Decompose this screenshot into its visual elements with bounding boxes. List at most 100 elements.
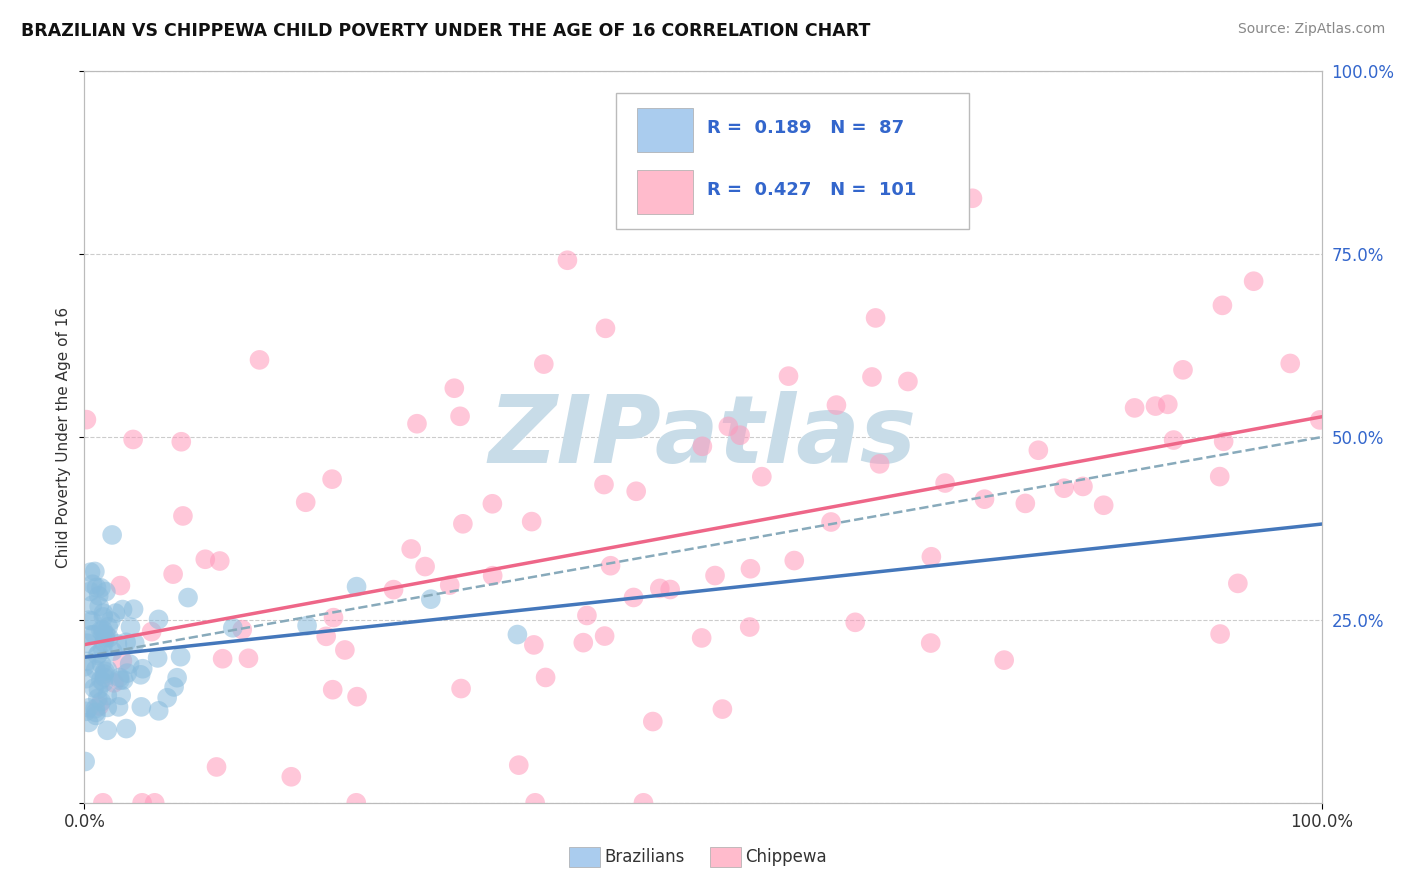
Chippewa	[321, 472, 343, 486]
Brazilians	[104, 606, 127, 620]
Brazilians	[94, 631, 117, 645]
Brazilians	[108, 673, 131, 688]
Chippewa	[1212, 434, 1234, 449]
Chippewa	[172, 508, 194, 523]
Chippewa	[523, 638, 546, 652]
Chippewa	[1014, 496, 1036, 510]
Chippewa	[439, 578, 461, 592]
Chippewa	[778, 369, 800, 384]
Chippewa	[897, 375, 920, 389]
Brazilians	[91, 642, 114, 657]
Brazilians	[75, 704, 97, 718]
Chippewa	[717, 419, 740, 434]
Chippewa	[1144, 399, 1167, 413]
Chippewa	[520, 515, 543, 529]
Chippewa	[648, 582, 671, 596]
Chippewa	[75, 412, 97, 426]
Brazilians	[82, 577, 104, 591]
Chippewa	[751, 469, 773, 483]
Chippewa	[443, 381, 465, 395]
Brazilians	[118, 657, 141, 671]
Brazilians	[80, 628, 103, 642]
Brazilians	[419, 592, 441, 607]
Chippewa	[508, 758, 530, 772]
Brazilians	[112, 673, 135, 687]
Brazilians	[84, 708, 107, 723]
Chippewa	[294, 495, 316, 509]
Brazilians	[115, 722, 138, 736]
Brazilians	[86, 581, 108, 595]
Chippewa	[382, 582, 405, 597]
Brazilians	[93, 606, 115, 620]
Chippewa	[1209, 469, 1232, 483]
Chippewa	[593, 629, 616, 643]
Brazilians	[84, 706, 107, 720]
Chippewa	[170, 434, 193, 449]
Chippewa	[1053, 481, 1076, 495]
Chippewa	[934, 475, 956, 490]
Chippewa	[865, 310, 887, 325]
Chippewa	[595, 321, 617, 335]
Brazilians	[117, 666, 139, 681]
Chippewa	[1071, 479, 1094, 493]
Brazilians	[77, 613, 100, 627]
Brazilians	[295, 618, 318, 632]
Brazilians	[89, 599, 111, 614]
Brazilians	[177, 591, 200, 605]
Brazilians	[77, 701, 100, 715]
Chippewa	[524, 796, 547, 810]
Brazilians	[101, 528, 124, 542]
Chippewa	[534, 670, 557, 684]
Text: ZIPatlas: ZIPatlas	[489, 391, 917, 483]
Chippewa	[346, 690, 368, 704]
Chippewa	[962, 191, 984, 205]
Brazilians	[156, 690, 179, 705]
Brazilians	[94, 628, 117, 642]
Chippewa	[869, 457, 891, 471]
Chippewa	[690, 631, 713, 645]
Brazilians	[76, 636, 98, 650]
Chippewa	[141, 624, 163, 639]
Brazilians	[131, 699, 153, 714]
Brazilians	[73, 659, 96, 673]
Chippewa	[238, 651, 260, 665]
Brazilians	[77, 715, 100, 730]
Chippewa	[1226, 576, 1249, 591]
Brazilians	[86, 648, 108, 663]
Chippewa	[322, 610, 344, 624]
Brazilians	[93, 610, 115, 624]
Brazilians	[122, 602, 145, 616]
Bar	[637, 108, 693, 152]
Brazilians	[83, 681, 105, 695]
Brazilians	[96, 689, 118, 703]
Text: Source: ZipAtlas.com: Source: ZipAtlas.com	[1237, 22, 1385, 37]
Chippewa	[1279, 356, 1302, 370]
Chippewa	[599, 558, 621, 573]
Chippewa	[344, 796, 367, 810]
Chippewa	[249, 352, 271, 367]
Text: BRAZILIAN VS CHIPPEWA CHILD POVERTY UNDER THE AGE OF 16 CORRELATION CHART: BRAZILIAN VS CHIPPEWA CHILD POVERTY UNDE…	[21, 22, 870, 40]
Chippewa	[1028, 443, 1050, 458]
Chippewa	[91, 796, 114, 810]
Brazilians	[100, 614, 122, 628]
Chippewa	[1123, 401, 1146, 415]
Brazilians	[93, 667, 115, 681]
Chippewa	[825, 398, 848, 412]
Brazilians	[76, 655, 98, 669]
Brazilians	[107, 637, 129, 651]
Brazilians	[124, 636, 146, 650]
Chippewa	[624, 484, 647, 499]
Brazilians	[79, 584, 101, 599]
Chippewa	[89, 698, 111, 713]
Chippewa	[131, 796, 153, 810]
Text: R =  0.189   N =  87: R = 0.189 N = 87	[707, 119, 904, 136]
Brazilians	[101, 644, 124, 658]
Chippewa	[449, 409, 471, 424]
Brazilians	[108, 670, 131, 684]
Chippewa	[973, 492, 995, 507]
Brazilians	[79, 565, 101, 579]
Bar	[637, 170, 693, 214]
Brazilians	[84, 663, 107, 677]
Brazilians	[96, 663, 118, 677]
Brazilians	[90, 657, 112, 672]
